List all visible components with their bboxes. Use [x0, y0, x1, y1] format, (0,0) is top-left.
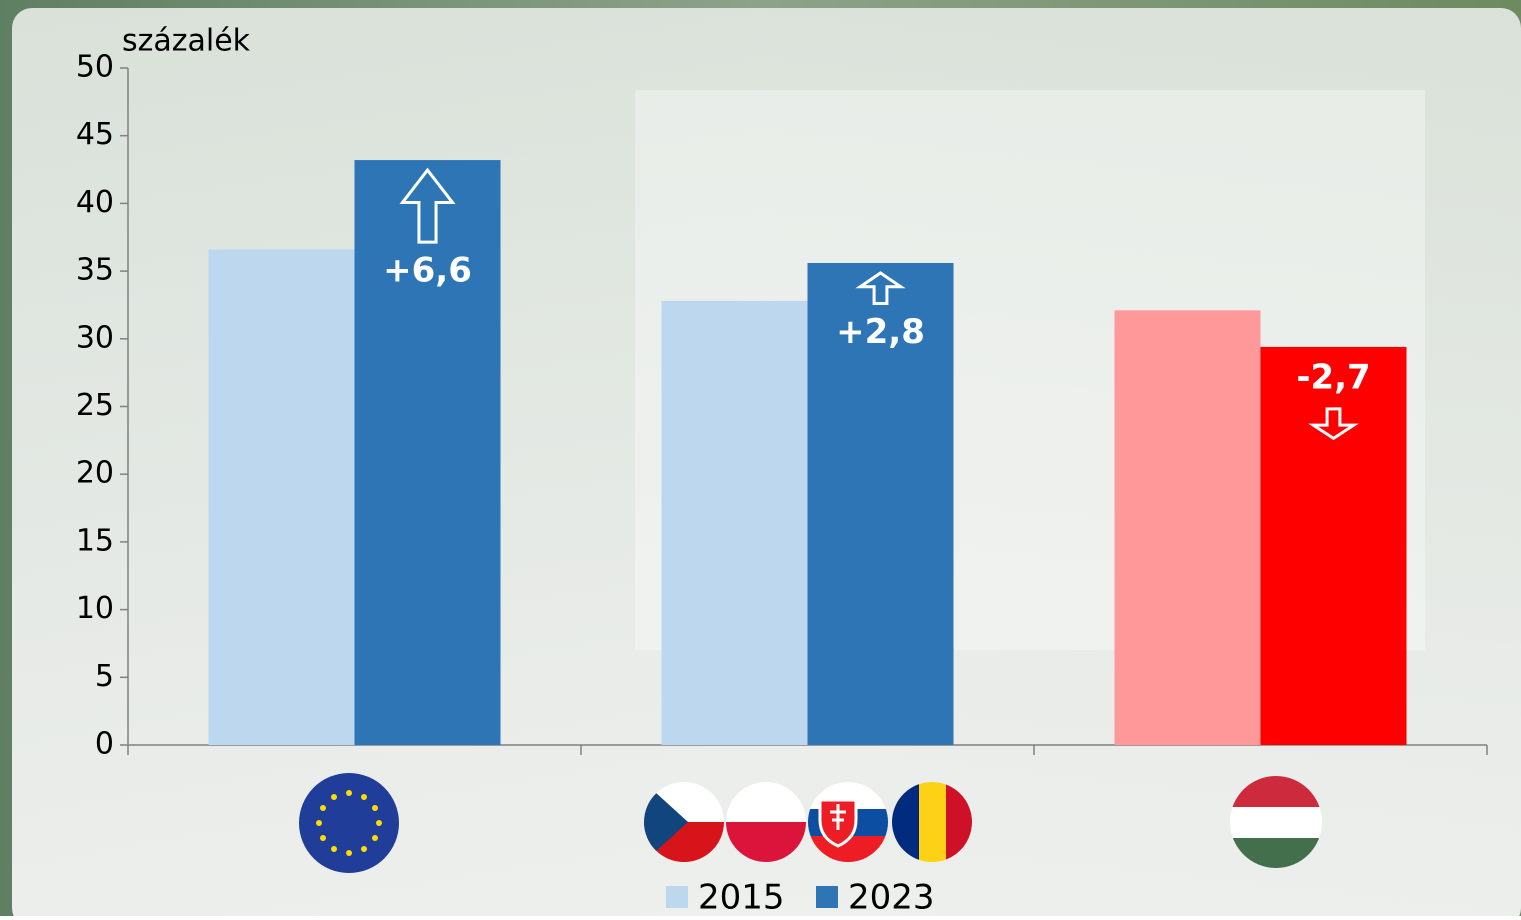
- y-tick-label: 10: [76, 591, 114, 626]
- flag-sk: [808, 782, 888, 862]
- y-tick-label: 0: [95, 727, 114, 762]
- bar: [1115, 310, 1261, 745]
- y-tick-label: 45: [76, 117, 114, 152]
- y-tick-label: 25: [76, 388, 114, 423]
- legend-swatch: [666, 886, 688, 908]
- chart: százalék 0 5 10 15 20 25 30 35 40 45 50 +6,6 +2,8 -2,…: [0, 0, 1521, 916]
- flag-eu: [299, 773, 399, 873]
- y-tick-label: 15: [76, 523, 114, 558]
- flag-cz: [644, 782, 724, 862]
- y-tick-label: 30: [76, 320, 114, 355]
- bar: [1261, 347, 1407, 745]
- y-tick-label: 35: [76, 253, 114, 288]
- y-tick-label: 20: [76, 456, 114, 491]
- change-label: +6,6: [383, 251, 472, 291]
- y-tick-label: 5: [95, 659, 114, 694]
- bar: [209, 249, 355, 745]
- y-tick-label: 40: [76, 185, 114, 220]
- change-label: -2,7: [1296, 357, 1370, 397]
- legend-swatch: [816, 886, 838, 908]
- legend-label: 2015: [698, 878, 785, 917]
- y-tick-label: 50: [76, 50, 114, 85]
- bar: [662, 301, 808, 745]
- change-label: +2,8: [836, 312, 925, 352]
- legend-label: 2023: [848, 878, 935, 917]
- bar: [355, 160, 501, 745]
- y-axis-label: százalék: [122, 24, 251, 59]
- flag-pl: [726, 782, 806, 862]
